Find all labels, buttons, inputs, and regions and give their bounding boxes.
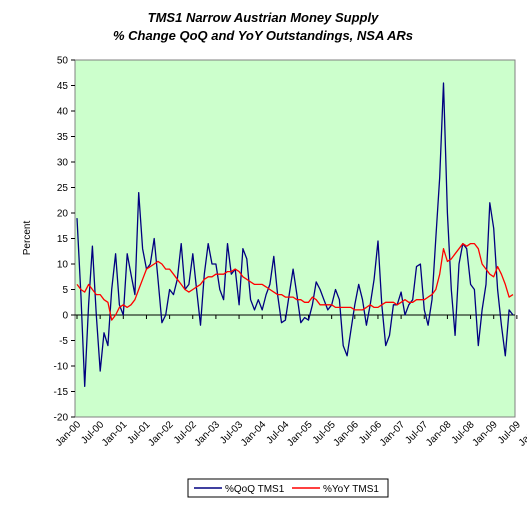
y-tick-label: 45 xyxy=(57,81,69,92)
x-tick-label: Jan-08 xyxy=(424,419,454,449)
series-line-qoq xyxy=(76,82,514,388)
y-tick-label: 50 xyxy=(57,56,69,67)
x-tick-label: Jan-02 xyxy=(146,419,176,449)
y-tick-label: 15 xyxy=(57,234,69,245)
y-tick-label: -5 xyxy=(59,336,68,347)
y-tick-label: -15 xyxy=(54,387,69,398)
chart-title: TMS1 Narrow Austrian Money Supply xyxy=(148,10,379,25)
legend-box xyxy=(187,478,389,498)
x-tick-label: Jan-05 xyxy=(285,419,315,449)
x-tick-label: Jan-04 xyxy=(239,419,269,449)
y-tick-label: 10 xyxy=(57,260,69,271)
y-axis: -20 -15 -10 -5 0 5 10 15 20 25 30 35 40 45 50 xyxy=(54,56,75,424)
x-tick-label: Jan-03 xyxy=(193,419,223,449)
chart-subtitle: % Change QoQ and YoY Outstandings, NSA A… xyxy=(113,28,413,43)
y-tick-label: -20 xyxy=(54,413,69,424)
y-tick-label: 20 xyxy=(57,209,69,220)
y-tick-label: 40 xyxy=(57,107,69,118)
series-line-yoy xyxy=(76,242,514,321)
x-tick-label: Jan-09 xyxy=(470,419,500,449)
y-tick-label: 5 xyxy=(62,285,68,296)
y-tick-label: 25 xyxy=(57,183,69,194)
y-axis-label: Percent xyxy=(22,221,33,256)
y-tick-label: 35 xyxy=(57,132,69,143)
x-tick-label: Jan-07 xyxy=(378,419,408,449)
x-tick-label: Jan-01 xyxy=(100,419,130,449)
legend-label-yoy: %YoY TMS1 xyxy=(323,484,379,495)
y-tick-label: 30 xyxy=(57,158,69,169)
y-tick-label: 0 xyxy=(62,311,68,322)
legend: %QoQ TMS1 %YoY TMS1 xyxy=(187,478,389,498)
legend-label-qoq: %QoQ TMS1 xyxy=(225,484,285,495)
x-tick-label: Jan-06 xyxy=(332,419,362,449)
series-layer xyxy=(76,82,514,388)
y-tick-label: -10 xyxy=(54,362,69,373)
